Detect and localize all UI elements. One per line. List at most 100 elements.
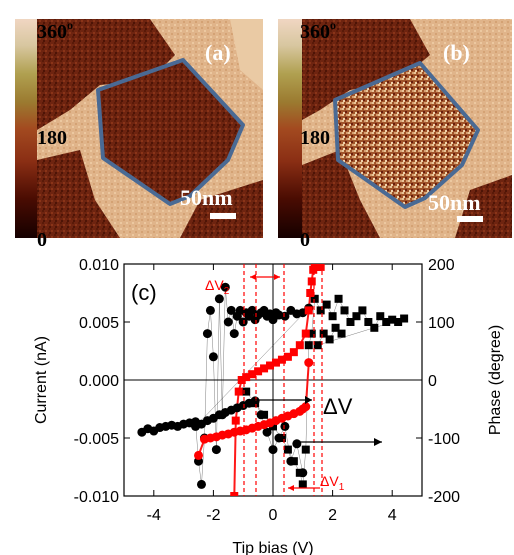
data-point [238,317,248,327]
data-point [337,329,346,338]
x-tick-label: -2 [206,507,220,524]
data-point [334,294,343,303]
data-point [280,311,290,321]
delta-v-label: ΔV [323,394,353,419]
panel-label-b: (b) [443,40,470,65]
data-point [328,312,337,321]
scalebar-b [457,216,483,222]
data-point [307,277,316,286]
data-point [194,450,203,460]
data-point [211,445,221,455]
data-point [220,282,230,292]
x-axis-label: Tip bias (V) [232,540,313,555]
data-point [295,468,304,477]
data-point [325,335,334,344]
data-point [269,422,277,431]
data-point [251,399,260,408]
data-point [304,341,313,350]
panel-label-c: (c) [131,280,157,305]
data-point [234,387,243,396]
data-point [370,323,379,332]
x-tick-label: -4 [147,507,161,524]
data-point [260,364,269,373]
data-point [316,306,325,315]
y-tick-label-left: -0.010 [74,489,119,506]
data-point [316,264,325,271]
scalebar-a [210,213,236,219]
data-point [242,373,251,382]
y-tick-label-left: 0.000 [79,373,119,390]
pfm-map-a: 360o 180 0 (a) 50nm [15,18,263,251]
data-point [292,439,302,449]
data-point [400,314,409,323]
colorbar-mid-label-a: 180 [37,127,67,149]
data-point [298,480,307,489]
data-point [223,317,233,327]
data-point [268,445,278,455]
delta-v2-label: ΔV2 [205,277,230,297]
data-point [208,352,218,362]
data-point [271,358,280,367]
delta-v1-label: ΔV1 [320,473,345,493]
data-point [260,410,269,419]
data-point [340,306,349,315]
colorbar-bottom-label-b: 0 [300,229,310,251]
colorbar-a [15,19,37,238]
data-point [289,457,298,466]
data-point [254,367,263,376]
data-point [283,445,292,454]
annotations: ΔV2 ΔV1 ΔV [205,264,382,496]
data-point [214,294,224,304]
data-point [322,300,331,309]
scalebar-label-a: 50nm [180,185,233,210]
data-point [382,318,391,326]
data-point [237,376,246,384]
y-axis-label-left: Current (nA) [33,336,50,424]
data-point [229,329,239,339]
data-point [202,329,212,339]
y-tick-label-right: -100 [428,431,460,448]
iv-phase-chart: -4 -2 0 2 4 0.010 0.005 0.000 -0.005 -0.010 200 100… [33,257,504,555]
data-point [231,416,240,425]
y-axis-label-right: Phase (degree) [487,325,504,435]
data-point [310,294,319,303]
data-point [266,361,275,370]
data-point [289,348,298,357]
data-point [242,387,251,396]
data-point [196,479,206,489]
data-point [346,318,355,326]
data-point [307,329,316,338]
data-point [364,318,373,326]
data-point [352,312,361,321]
y-tick-label-right: 0 [428,373,437,390]
colorbar-top-label-b: 360o [300,18,336,43]
data-point [319,329,328,338]
data-point [277,355,286,364]
data-point [230,492,239,496]
colorbar-mid-label-b: 180 [300,127,330,149]
y-tick-label-left: 0.005 [79,315,119,332]
data-point [388,315,397,324]
data-point [277,434,286,442]
data-point [306,289,315,297]
data-point [205,305,215,315]
y-tick-label-right: 100 [428,315,455,332]
data-point [301,445,310,454]
y-tick-label-left: -0.005 [74,431,119,448]
y-tick-label-right: -200 [428,489,460,506]
x-tick-label: 2 [328,507,337,524]
colorbar-b [278,19,302,238]
data-point [248,370,257,379]
domain-outline-b [333,61,480,209]
scalebar-label-b: 50nm [428,190,481,215]
data-point [304,358,314,368]
pfm-map-b: 360o 180 0 (b) 50nm [278,18,512,251]
data-point [301,402,311,412]
colorbar-bottom-label-a: 0 [37,229,47,251]
y-tick-label-right: 200 [428,257,455,274]
data-point [394,318,403,326]
data-point [358,306,367,315]
x-tick-label: 0 [269,507,278,524]
panel-label-a: (a) [205,40,231,65]
